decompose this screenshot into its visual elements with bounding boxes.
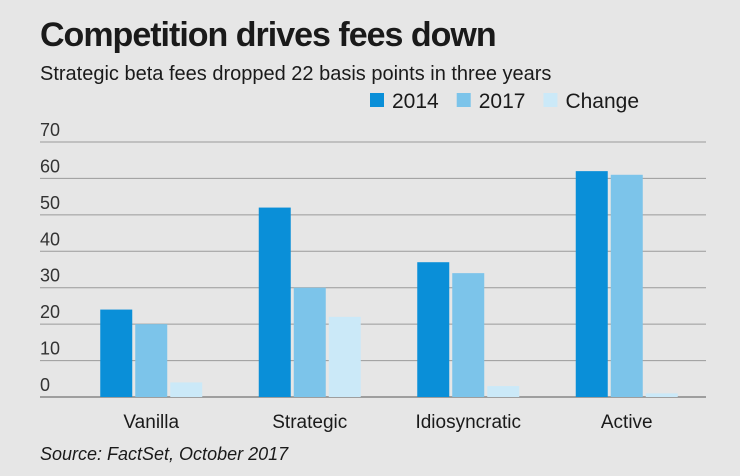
y-tick-label: 50 xyxy=(40,193,60,213)
bar xyxy=(645,393,678,397)
y-tick-label: 0 xyxy=(40,375,50,395)
bar xyxy=(100,309,133,397)
chart-subtitle: Strategic beta fees dropped 22 basis poi… xyxy=(40,63,551,85)
bar xyxy=(135,324,168,397)
y-tick-label: 30 xyxy=(40,266,60,286)
legend-label: Change xyxy=(565,90,639,113)
y-tick-label: 40 xyxy=(40,229,60,249)
bar xyxy=(417,262,450,397)
bar xyxy=(328,316,361,397)
y-tick-label: 10 xyxy=(40,339,60,359)
bar xyxy=(170,382,203,397)
legend-swatch xyxy=(543,93,558,107)
bar xyxy=(258,207,291,397)
x-tick-label: Vanilla xyxy=(123,412,179,433)
y-tick-label: 20 xyxy=(40,302,60,322)
bar xyxy=(575,171,608,397)
legend-swatch xyxy=(456,93,471,107)
bar xyxy=(487,386,520,397)
bar xyxy=(452,273,485,397)
legend-label: 2014 xyxy=(392,90,439,113)
bar xyxy=(610,174,643,397)
bar xyxy=(293,287,326,397)
y-tick-label: 70 xyxy=(40,120,60,140)
x-tick-label: Strategic xyxy=(272,412,347,433)
x-tick-label: Idiosyncratic xyxy=(415,412,521,433)
y-tick-label: 60 xyxy=(40,156,60,176)
source: Source: FactSet, October 2017 xyxy=(40,444,289,464)
legend-label: 2017 xyxy=(479,90,526,113)
chart-title: Competition drives fees down xyxy=(40,16,496,54)
x-tick-label: Active xyxy=(601,412,653,433)
legend-swatch xyxy=(370,93,384,107)
